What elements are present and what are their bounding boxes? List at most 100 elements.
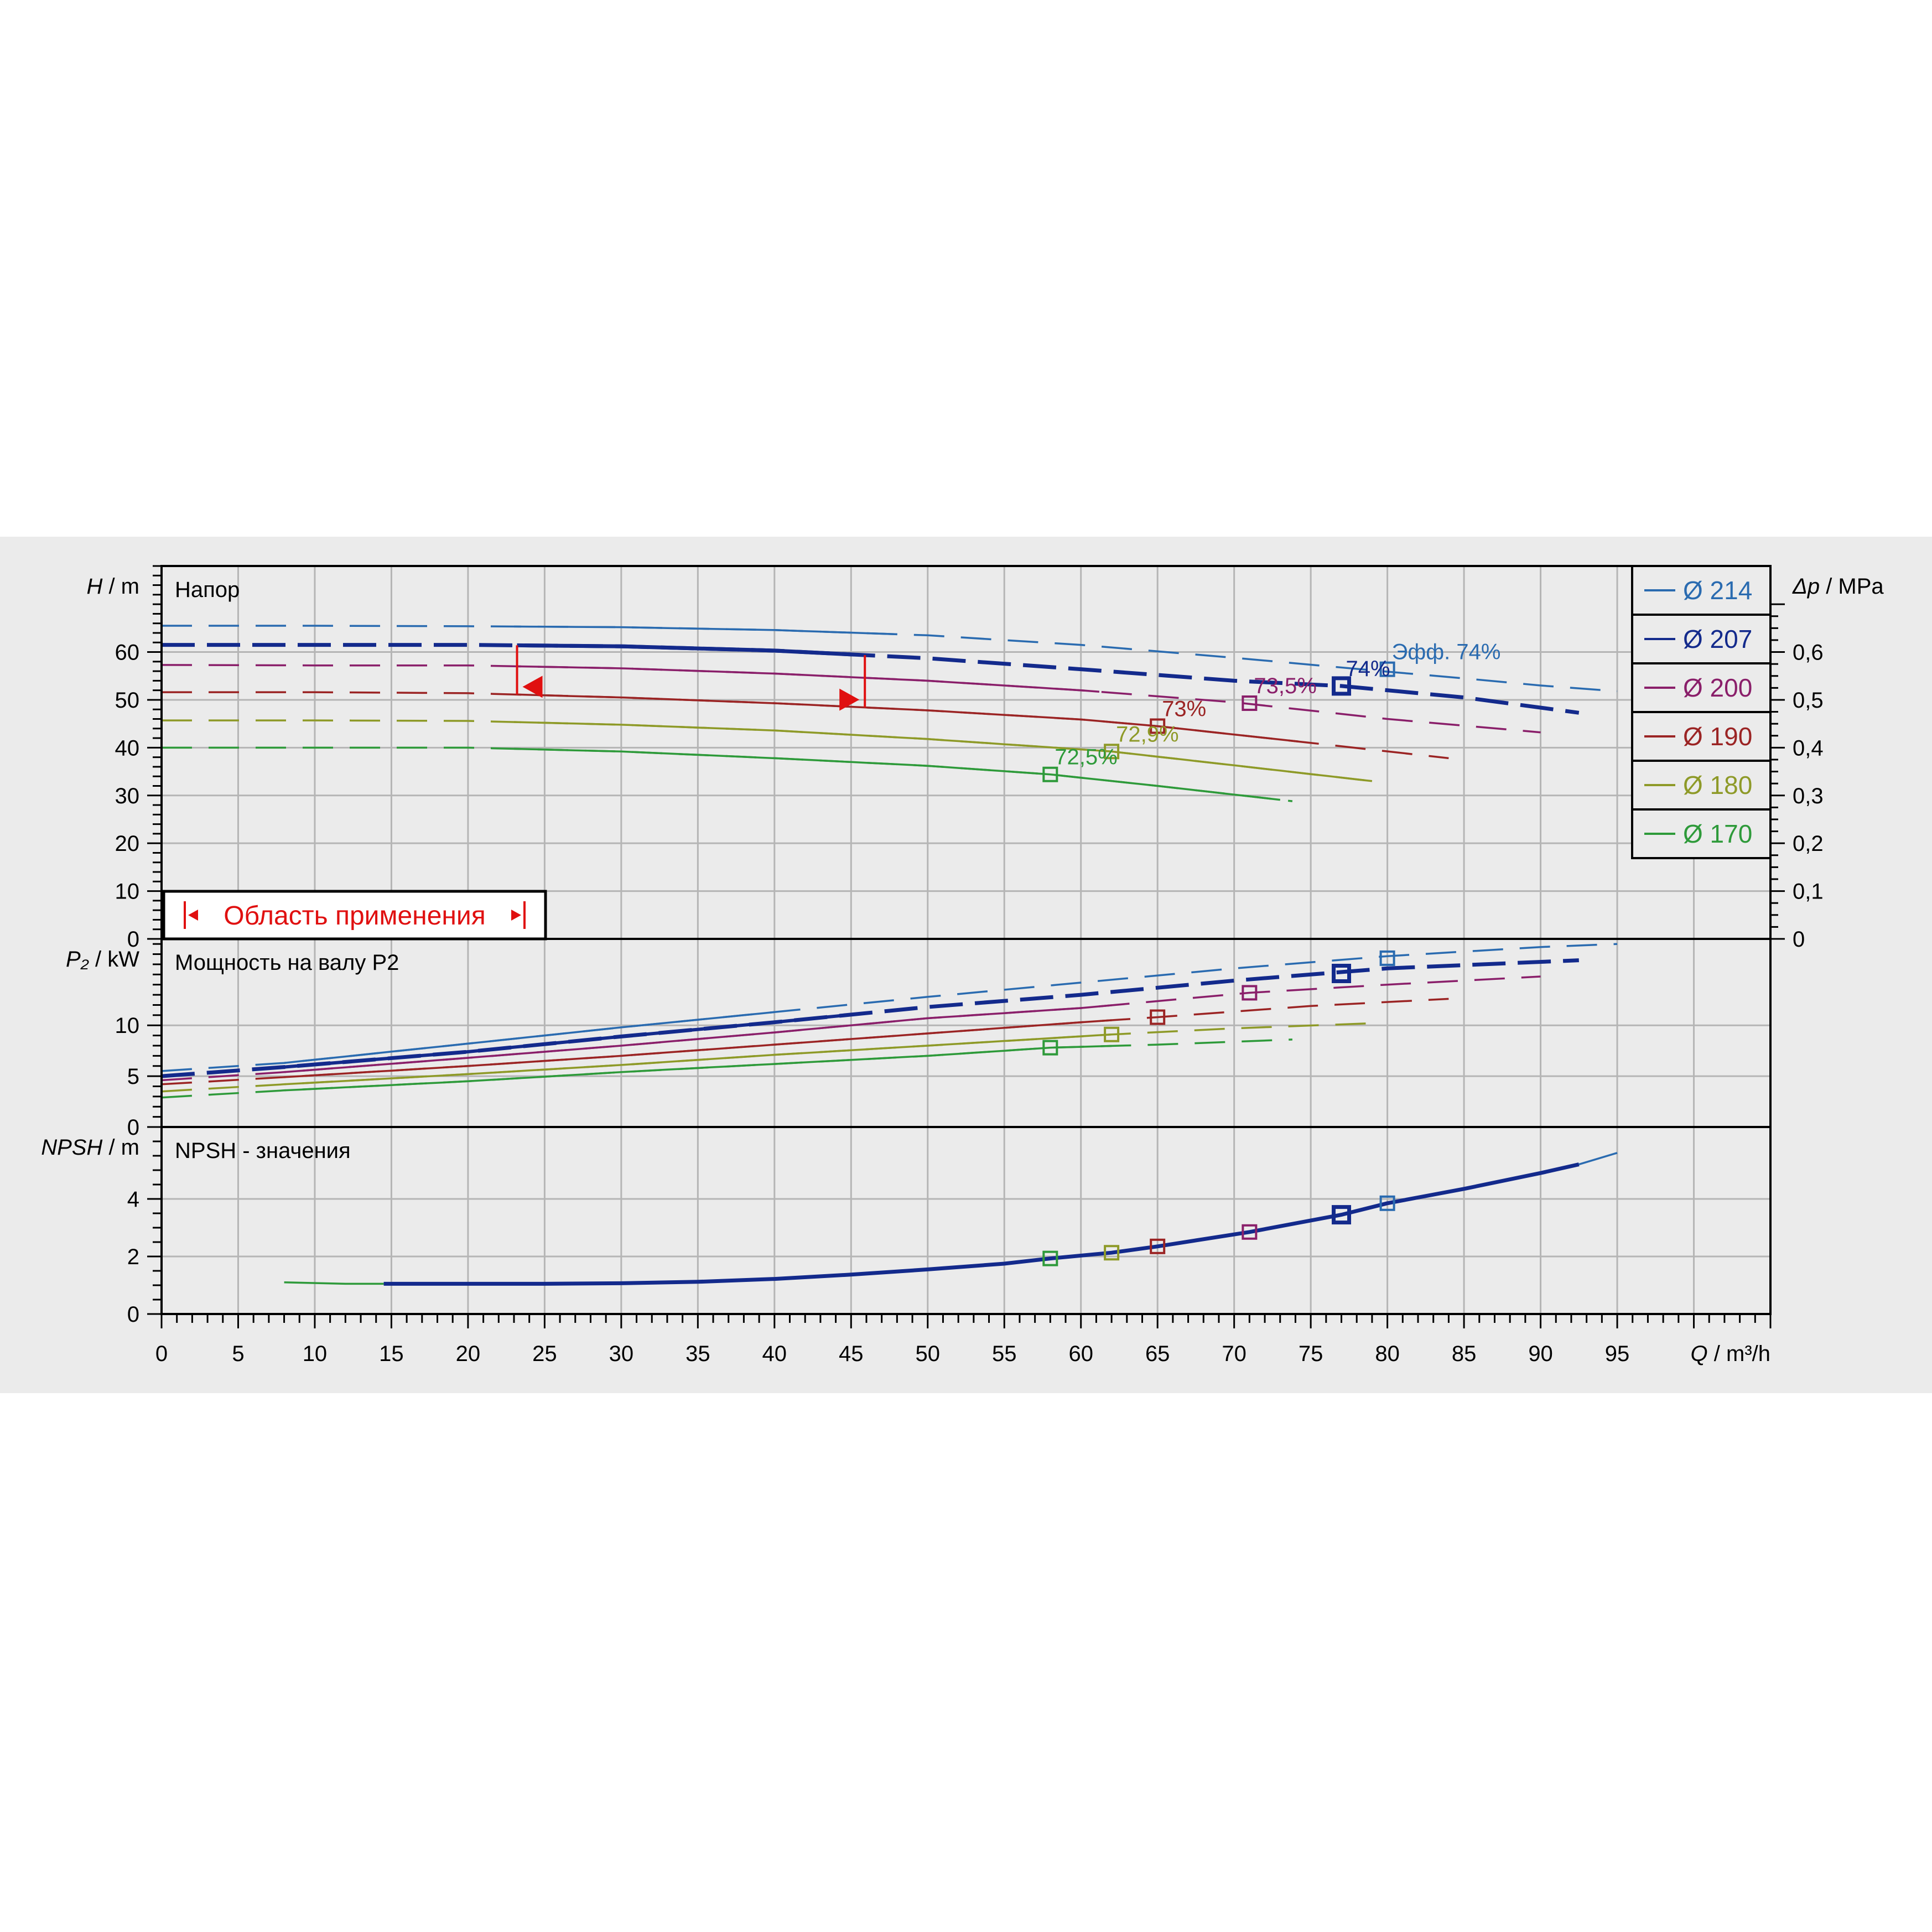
series-layer	[161, 625, 1618, 1286]
efficiency-label: 72,5%	[1055, 745, 1117, 770]
operating-range-box	[162, 890, 547, 941]
x-tick-label: 70	[1222, 1342, 1247, 1366]
x-tick-label: 95	[1605, 1342, 1630, 1366]
head-solid-d207	[517, 643, 854, 657]
power-y-tick-label: 5	[127, 1064, 139, 1089]
legend-label: Ø 207	[1683, 625, 1752, 653]
x-tick-label: 25	[532, 1342, 557, 1366]
power-solid-d200	[284, 1004, 1112, 1073]
npsh-panel-title: NPSH - значения	[175, 1139, 351, 1163]
right-y-axis-title: Δp / MPa	[1792, 574, 1884, 599]
head-panel-title: Напор	[175, 578, 240, 602]
head-efficiency-marker	[1332, 676, 1352, 696]
power-solid-d180	[284, 1033, 1112, 1086]
npsh-y-tick-label: 4	[127, 1187, 139, 1212]
efficiency-label: 73,5%	[1254, 674, 1316, 698]
marker-layer	[516, 645, 1395, 1266]
x-tick-label: 65	[1145, 1342, 1170, 1366]
head-solid-d214	[513, 625, 897, 636]
head-efficiency-marker	[1104, 744, 1120, 760]
npsh-marker	[1150, 1238, 1166, 1254]
x-tick-label: 80	[1375, 1342, 1400, 1366]
npsh-line-d207	[383, 1162, 1580, 1286]
right-y-tick-label: 0	[1793, 927, 1805, 952]
efficiency-label: 72,9%	[1116, 722, 1178, 746]
power-y-axis-title: P₂ / kW	[66, 947, 139, 972]
power-solid-d214	[284, 1011, 775, 1064]
head-y-tick-label: 50	[115, 688, 140, 713]
head-y-tick-label: 10	[115, 880, 140, 904]
head-y-axis-title: H / m	[86, 574, 139, 599]
x-axis-title: Q / m³/h	[1691, 1342, 1770, 1366]
head-efficiency-marker	[1242, 695, 1258, 711]
range-box-left-arrow	[188, 910, 198, 921]
right-y-tick-label: 0,6	[1793, 641, 1824, 665]
efficiency-label: 74%	[1346, 657, 1390, 681]
head-line-d207	[162, 643, 1580, 715]
power-solid-d190	[284, 1019, 1112, 1078]
npsh-line-d214	[1578, 1152, 1618, 1166]
efficiency-label: 73%	[1162, 697, 1206, 721]
x-tick-label: 15	[379, 1342, 404, 1366]
power-marker	[1242, 985, 1258, 1001]
power-marker	[1104, 1026, 1120, 1042]
x-tick-label: 30	[609, 1342, 634, 1366]
right-y-tick-label: 0,2	[1793, 832, 1824, 856]
legend-label: Ø 190	[1683, 722, 1752, 751]
head-efficiency-marker	[1150, 718, 1166, 734]
legend-label: Ø 214	[1683, 576, 1752, 605]
npsh-marker	[1332, 1205, 1352, 1225]
npsh-marker	[1104, 1245, 1120, 1261]
head-efficiency-marker	[1042, 766, 1058, 782]
power-marker	[1042, 1040, 1058, 1056]
power-solid-d207	[284, 1011, 867, 1069]
legend-label: Ø 170	[1683, 819, 1752, 848]
npsh-y-axis-title: NPSH / m	[41, 1135, 139, 1160]
range-box-right-arrow	[511, 910, 521, 921]
head-solid-d190	[517, 693, 1299, 743]
power-marker	[1332, 963, 1352, 983]
x-tick-label: 45	[839, 1342, 864, 1366]
power-solid-d170	[284, 1045, 1112, 1092]
head-y-tick-label: 0	[127, 927, 139, 952]
power-marker	[1379, 950, 1395, 966]
x-tick-label: 5	[232, 1342, 244, 1366]
right-y-tick-label: 0,3	[1793, 784, 1824, 808]
x-tick-label: 50	[916, 1342, 941, 1366]
head-solid-d170	[513, 747, 1280, 801]
head-solid-d180	[513, 721, 1373, 782]
head-solid-d200	[517, 665, 1100, 693]
power-y-tick-label: 0	[127, 1115, 139, 1140]
range-left-arrow	[522, 676, 543, 698]
head-efficiency-marker	[1379, 661, 1395, 677]
npsh-y-tick-label: 2	[127, 1245, 139, 1269]
head-y-tick-label: 30	[115, 784, 140, 808]
chart-background	[0, 537, 1932, 1393]
power-panel-title: Мощность на валу P2	[175, 951, 399, 975]
label-layer: 72,5%72,9%73%73,5%74%Эфф. 74%01020304050…	[41, 574, 1884, 1366]
npsh-marker	[1242, 1224, 1258, 1240]
x-tick-label: 90	[1528, 1342, 1553, 1366]
head-y-tick-label: 20	[115, 832, 140, 856]
right-y-tick-label: 0,1	[1793, 880, 1824, 904]
head-line-d214	[162, 625, 1618, 693]
x-tick-label: 55	[992, 1342, 1017, 1366]
x-tick-label: 35	[685, 1342, 710, 1366]
head-line-d200	[161, 664, 1541, 734]
npsh-y-tick-label: 0	[127, 1302, 139, 1327]
x-tick-label: 40	[762, 1342, 787, 1366]
power-marker	[1150, 1009, 1166, 1025]
legend-label: Ø 180	[1683, 771, 1752, 799]
range-right-arrow	[839, 688, 860, 711]
legend-label: Ø 200	[1683, 673, 1752, 702]
frame-layer	[147, 565, 1785, 1328]
efficiency-label: Эфф. 74%	[1392, 640, 1501, 664]
x-tick-label: 60	[1068, 1342, 1093, 1366]
npsh-line-d170	[284, 1281, 384, 1285]
power-y-tick-label: 10	[115, 1014, 140, 1038]
right-y-tick-label: 0,5	[1793, 688, 1824, 713]
x-tick-label: 85	[1452, 1342, 1477, 1366]
npsh-marker	[1379, 1195, 1395, 1211]
operating-range-label: Область применения	[224, 901, 485, 931]
